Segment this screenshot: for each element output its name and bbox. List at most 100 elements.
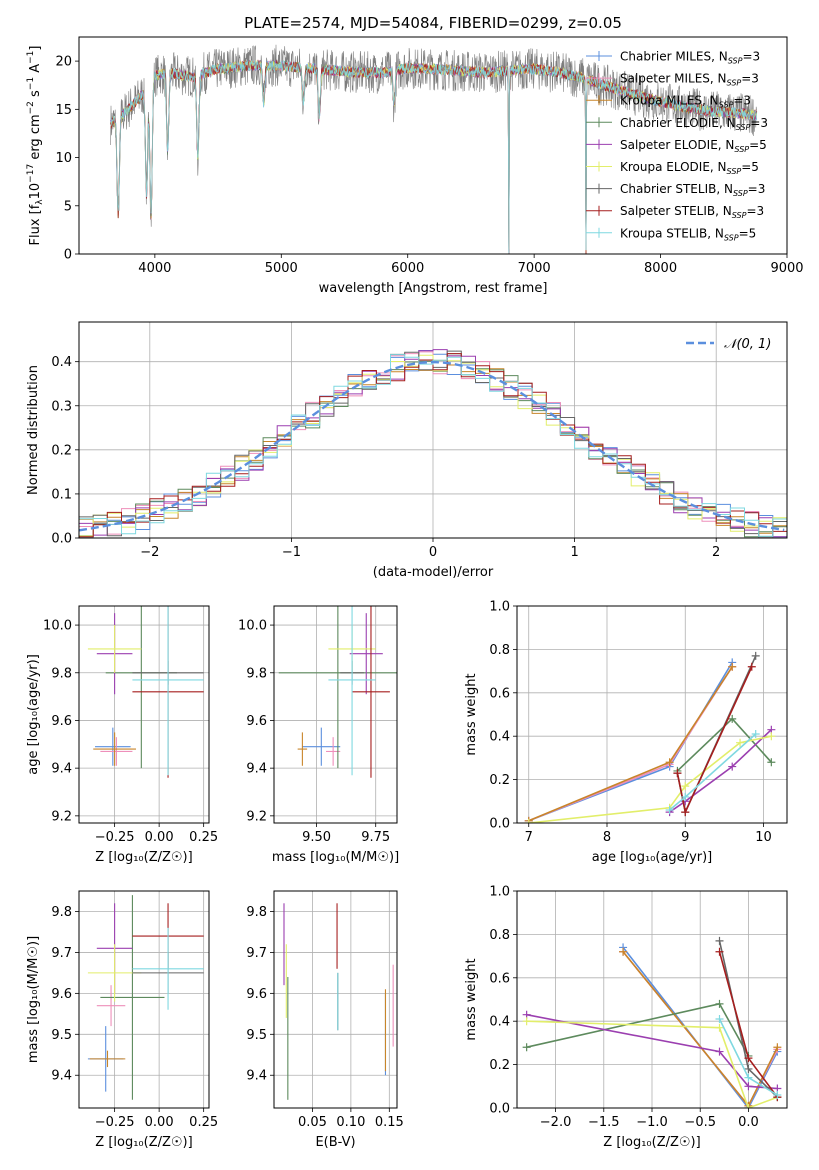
x-tick-label: 0.10 bbox=[336, 1115, 365, 1130]
y-tick-label: 10.0 bbox=[238, 619, 267, 634]
data-point bbox=[773, 1043, 782, 1052]
x-tick-label: 0.25 bbox=[189, 1115, 218, 1130]
axes-frame bbox=[78, 890, 210, 1109]
data-point bbox=[524, 819, 533, 823]
y-tick-label: 0.8 bbox=[489, 928, 510, 943]
y-axis-label-part: −2 bbox=[26, 101, 36, 114]
y-tick-label: 9.7 bbox=[51, 946, 72, 961]
y-tick-label: 0.0 bbox=[489, 1102, 510, 1117]
y-tick-label: 0.3 bbox=[51, 399, 72, 414]
legend-entry: Salpeter MILES, NSSP=3 bbox=[620, 72, 759, 88]
y-axis-label: Normed distribution bbox=[26, 365, 41, 495]
plot-area bbox=[110, 44, 758, 254]
data-point bbox=[665, 805, 674, 814]
y-tick-label: 0.2 bbox=[489, 773, 510, 788]
x-tick-label: 6000 bbox=[391, 261, 424, 276]
legend-entry: Salpeter STELIB, NSSP=3 bbox=[620, 204, 764, 220]
y-tick-label: 9.5 bbox=[51, 1028, 72, 1043]
legend-entry: Kroupa MILES, NSSP=3 bbox=[620, 94, 751, 110]
x-tick-label: 2 bbox=[712, 545, 720, 560]
y-tick-label: 9.4 bbox=[51, 762, 72, 777]
y-axis-label-part: −1 bbox=[26, 77, 36, 90]
y-axis-label-part: Flux [f bbox=[28, 204, 43, 245]
y-axis-label: age [log₁₀(age/yr)] bbox=[26, 654, 41, 775]
y-axis-label: mass [log₁₀(M/M☉)] bbox=[26, 936, 41, 1063]
series-line bbox=[528, 666, 733, 822]
series-line bbox=[526, 1020, 778, 1108]
axes-frame bbox=[516, 605, 788, 824]
plot-area bbox=[283, 903, 394, 1100]
y-tick-label: 9.8 bbox=[246, 666, 267, 681]
series-line bbox=[528, 666, 733, 822]
data-point bbox=[773, 1090, 782, 1099]
y-tick-label: 9.2 bbox=[246, 809, 267, 824]
y-tick-label: 9.6 bbox=[51, 987, 72, 1002]
x-tick-label: 0.00 bbox=[145, 830, 174, 845]
plot-area bbox=[522, 936, 782, 1108]
data-point bbox=[744, 1054, 753, 1063]
x-tick-label: 10 bbox=[755, 830, 772, 845]
data-point bbox=[681, 808, 690, 817]
x-tick-label: 4000 bbox=[138, 261, 171, 276]
y-tick-label: 0.0 bbox=[51, 532, 72, 547]
y-tick-label: 9.7 bbox=[246, 946, 267, 961]
chart-residuals: −2 −1 0 1 2 0.0 0.1 0.2 0.3 0.4 (data-model)/error… bbox=[26, 321, 788, 580]
x-tick-label: 9.75 bbox=[361, 830, 390, 845]
legend: Chabrier MILES, NSSP=3 Salpeter MILES, NS… bbox=[586, 50, 768, 242]
y-axis-label-part: A bbox=[28, 64, 43, 77]
legend-entry: Kroupa STELIB, NSSP=5 bbox=[620, 226, 756, 242]
x-tick-label: 0.25 bbox=[189, 830, 218, 845]
legend-entry: 𝒩(0, 1) bbox=[724, 337, 771, 352]
y-tick-label: 20 bbox=[55, 55, 72, 70]
normal-curve bbox=[79, 360, 785, 532]
x-tick-label: 9000 bbox=[770, 261, 803, 276]
x-tick-label: 5000 bbox=[265, 261, 298, 276]
axes-frame bbox=[273, 890, 398, 1109]
y-tick-label: 10.0 bbox=[43, 619, 72, 634]
x-axis-label: age [log₁₀(age/yr)] bbox=[592, 850, 713, 865]
data-point bbox=[751, 651, 760, 660]
y-axis-label: mass weight bbox=[464, 673, 479, 755]
y-tick-label: 0.1 bbox=[51, 487, 72, 502]
axes-frame bbox=[273, 605, 398, 824]
data-point bbox=[681, 782, 690, 791]
legend-entry: Chabrier MILES, NSSP=3 bbox=[620, 50, 760, 66]
y-tick-label: 9.6 bbox=[51, 714, 72, 729]
x-axis-label: wavelength [Angstrom, rest frame] bbox=[319, 281, 548, 296]
series-line bbox=[622, 946, 779, 1108]
data-point bbox=[715, 947, 724, 956]
x-tick-label: 0.05 bbox=[298, 1115, 327, 1130]
y-tick-label: 10 bbox=[55, 151, 72, 166]
y-tick-label: 0 bbox=[64, 248, 72, 263]
legend-entry: Salpeter ELODIE, NSSP=5 bbox=[620, 138, 767, 154]
x-tick-label: −0.25 bbox=[95, 830, 135, 845]
data-point bbox=[522, 1017, 531, 1026]
x-tick-label: −0.25 bbox=[95, 1115, 135, 1130]
y-axis-label-part: 10 bbox=[28, 183, 43, 200]
y-tick-label: 0.2 bbox=[51, 443, 72, 458]
data-point bbox=[665, 758, 674, 767]
chart-mass-vs-Z: −0.25 0.00 0.25 9.4 9.5 9.6 9.7 9.8 Z [log₁₀(Z/Z… bbox=[26, 890, 218, 1150]
y-axis-label-part: −17 bbox=[26, 164, 36, 183]
y-axis-label: mass weight bbox=[464, 958, 479, 1040]
data-point bbox=[747, 662, 756, 671]
y-tick-label: 15 bbox=[55, 103, 72, 118]
data-point bbox=[751, 730, 760, 739]
y-axis-label: Flux [fλ10−17 erg cm−2 s−1 A−1] bbox=[26, 46, 45, 246]
x-tick-label: 0.00 bbox=[145, 1115, 174, 1130]
data-point bbox=[715, 1015, 724, 1024]
x-axis-label: (data-model)/error bbox=[373, 565, 494, 580]
x-tick-label: −1.0 bbox=[636, 1115, 668, 1130]
x-tick-label: 8000 bbox=[644, 261, 677, 276]
x-tick-label: −2.0 bbox=[540, 1115, 572, 1130]
plot-area bbox=[87, 895, 204, 1100]
y-tick-label: 0.6 bbox=[489, 686, 510, 701]
series-line bbox=[528, 661, 733, 822]
chart-age-vs-mass: 9.50 9.75 9.2 9.4 9.6 9.8 10.0 mass [log₁₀(M/M☉… bbox=[238, 605, 399, 865]
data-point bbox=[744, 1082, 753, 1091]
spectrum-line bbox=[110, 44, 757, 254]
x-tick-label: 1 bbox=[570, 545, 578, 560]
data-point bbox=[728, 762, 737, 771]
legend-entry: Chabrier ELODIE, NSSP=3 bbox=[620, 116, 768, 132]
